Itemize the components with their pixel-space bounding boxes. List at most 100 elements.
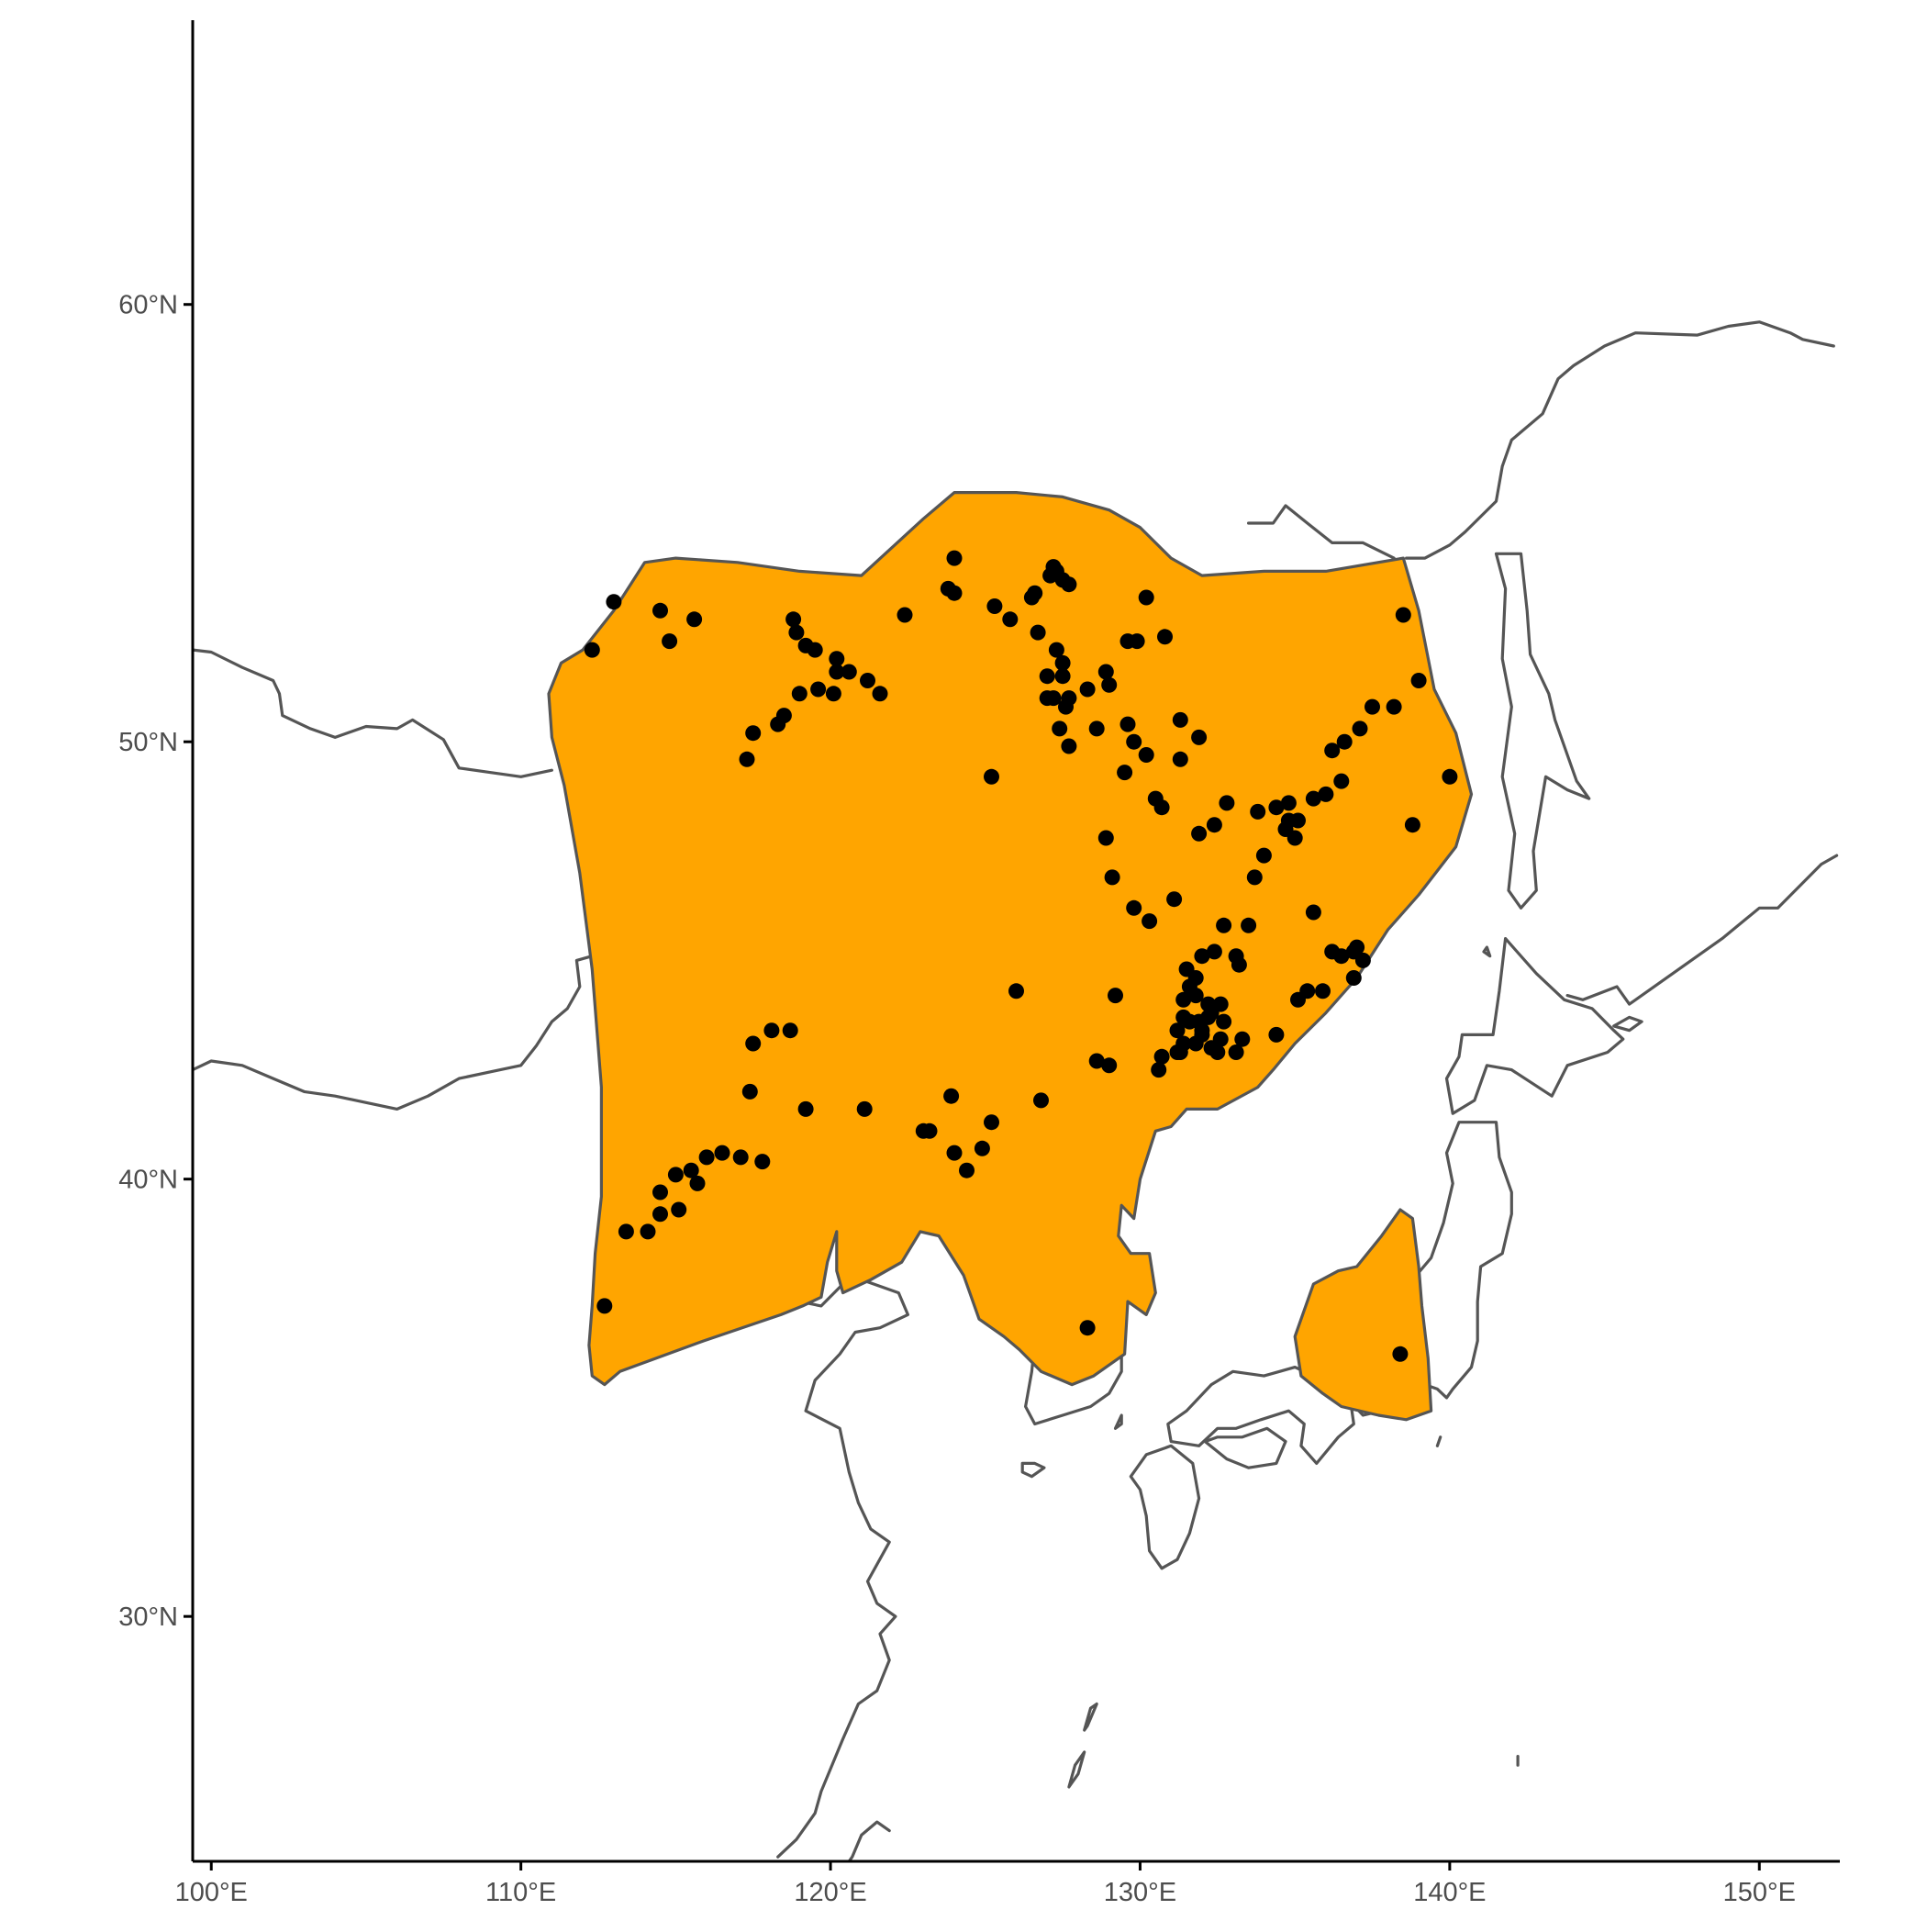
y-tick-label: 40°N	[118, 1166, 178, 1195]
occurrence-point	[698, 1149, 715, 1166]
occurrence-point	[785, 611, 802, 628]
occurrence-point	[829, 664, 845, 680]
occurrence-point	[683, 1162, 699, 1178]
occurrence-point	[1126, 899, 1142, 916]
coastline	[1612, 1015, 1643, 1033]
occurrence-point	[897, 607, 913, 623]
occurrence-point	[584, 642, 600, 658]
occurrence-point	[1228, 1044, 1244, 1060]
occurrence-point	[1268, 799, 1285, 816]
occurrence-point	[946, 1145, 963, 1161]
occurrence-point	[1277, 821, 1294, 837]
occurrence-point	[1290, 812, 1306, 829]
occurrence-point	[1315, 983, 1331, 1000]
y-tick-label: 60°N	[118, 291, 178, 320]
occurrence-point	[1157, 629, 1173, 645]
occurrence-point	[1048, 642, 1064, 658]
occurrence-point	[1104, 869, 1120, 886]
occurrence-point	[1333, 773, 1350, 789]
occurrence-point	[1200, 1009, 1217, 1025]
occurrence-point	[1386, 698, 1402, 715]
occurrence-point	[1126, 733, 1142, 750]
occurrence-point	[1142, 913, 1158, 930]
occurrence-point	[1442, 768, 1458, 785]
coastline	[1020, 1461, 1046, 1479]
occurrence-point	[745, 1035, 762, 1052]
occurrence-point	[1231, 956, 1247, 973]
occurrence-point	[1191, 825, 1208, 842]
occurrence-point	[1324, 944, 1341, 960]
occurrence-point	[1054, 654, 1071, 671]
coastline	[1405, 320, 1835, 560]
occurrence-point	[1191, 729, 1208, 745]
occurrence-point	[791, 686, 808, 702]
occurrence-point	[1318, 786, 1334, 802]
occurrence-point	[652, 1206, 668, 1223]
x-tick-label: 150°E	[1723, 1878, 1796, 1907]
coastline	[1203, 1426, 1287, 1469]
occurrence-point	[667, 1167, 684, 1183]
occurrence-point	[1088, 1053, 1105, 1069]
occurrence-point	[686, 611, 703, 628]
occurrence-point	[1216, 917, 1232, 933]
occurrence-point	[1030, 624, 1046, 641]
occurrence-point	[1203, 1040, 1220, 1056]
axes: 100°E 110°E 120°E 130°E 140°E 150°E 60°N 50°N 40…	[118, 20, 1840, 1907]
occurrence-point	[1002, 611, 1019, 628]
occurrence-point	[1045, 559, 1062, 575]
occurrence-point	[1172, 751, 1188, 767]
occurrence-point	[1061, 690, 1077, 707]
occurrence-point	[754, 1154, 771, 1170]
occurrence-point	[652, 602, 668, 619]
occurrence-point	[1187, 988, 1204, 1004]
occurrence-point	[1166, 891, 1183, 908]
occurrence-point	[856, 1100, 873, 1117]
occurrence-point	[872, 686, 888, 702]
occurrence-point	[741, 1083, 758, 1100]
occurrence-point	[662, 633, 678, 650]
y-tick-label: 30°N	[118, 1603, 178, 1632]
occurrence-point	[1088, 720, 1105, 737]
y-tick-label: 50°N	[118, 728, 178, 757]
occurrence-point	[782, 1022, 798, 1039]
occurrence-point	[946, 585, 963, 601]
occurrence-point	[1119, 716, 1136, 732]
occurrence-point	[671, 1201, 687, 1218]
coastline	[1435, 1435, 1442, 1447]
occurrence-point	[860, 673, 875, 688]
occurrence-point	[1079, 1320, 1096, 1336]
occurrence-point	[807, 642, 823, 658]
occurrence-point	[825, 686, 841, 702]
occurrence-point	[1410, 673, 1427, 688]
occurrence-point	[745, 725, 762, 742]
occurrence-point	[1061, 576, 1077, 593]
occurrence-point	[1097, 664, 1114, 680]
occurrence-point	[1216, 1013, 1232, 1030]
occurrence-point	[770, 716, 786, 732]
occurrence-point	[1138, 589, 1154, 606]
occurrence-point	[1250, 803, 1266, 820]
occurrence-point	[1008, 983, 1024, 1000]
occurrence-point	[1349, 939, 1365, 955]
occurrence-point	[1101, 676, 1118, 693]
occurrence-point	[714, 1145, 730, 1161]
x-tick-label: 110°E	[485, 1878, 556, 1907]
occurrence-point	[1404, 817, 1420, 833]
occurrence-point	[1039, 668, 1055, 685]
occurrence-point	[1033, 1092, 1049, 1109]
occurrence-point	[921, 1122, 938, 1139]
occurrence-point	[1305, 904, 1321, 921]
occurrence-point	[1061, 738, 1077, 754]
occurrence-point	[1305, 790, 1321, 807]
occurrence-point	[1108, 988, 1123, 1004]
occurrence-point	[788, 624, 805, 641]
occurrence-point	[1175, 991, 1192, 1008]
occurrence-points-layer	[584, 550, 1458, 1362]
occurrence-point	[1175, 1009, 1192, 1025]
occurrence-point	[1219, 795, 1235, 811]
occurrence-point	[1392, 1346, 1409, 1362]
occurrence-point	[1234, 1031, 1251, 1047]
occurrence-point	[1194, 948, 1210, 965]
